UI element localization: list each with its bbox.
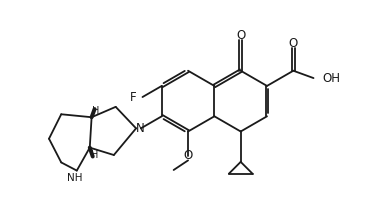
Text: N: N xyxy=(136,122,145,135)
Text: H: H xyxy=(90,150,98,160)
Text: OH: OH xyxy=(323,72,341,84)
Text: H: H xyxy=(92,106,100,116)
Text: O: O xyxy=(236,29,245,42)
Text: F: F xyxy=(130,91,137,104)
Text: NH: NH xyxy=(67,173,83,183)
Text: O: O xyxy=(184,149,193,162)
Text: O: O xyxy=(289,37,298,50)
